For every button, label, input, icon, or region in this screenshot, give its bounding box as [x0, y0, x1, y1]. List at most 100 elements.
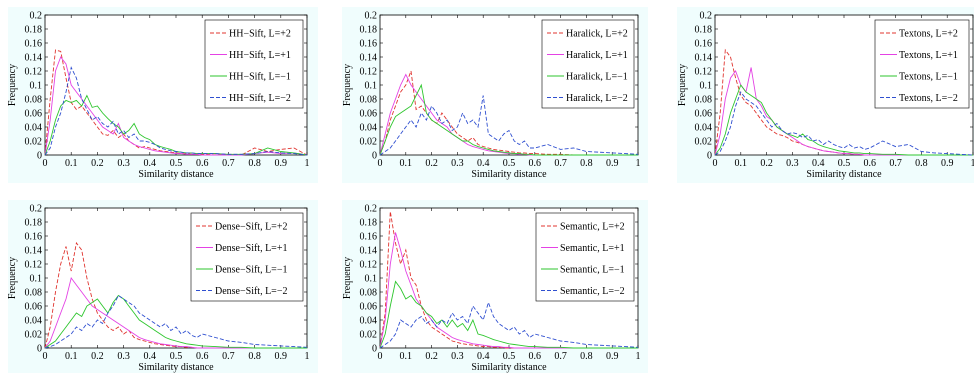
- x-axis-label: Similarity distance: [806, 169, 882, 180]
- x-tick-label: 0.5: [170, 158, 183, 169]
- legend-entry: Dense−Sift, L=+2: [215, 222, 287, 233]
- chart-panel-4: 0 0.1 0.2 0.3 0.4 0.5 0.6 0.7 0.8 0.9 100.020.040.…: [7, 200, 318, 373]
- x-tick-label: 0: [43, 158, 48, 169]
- y-tick-label: 0.14: [360, 53, 378, 64]
- y-axis-label: Frequency: [342, 64, 353, 106]
- y-tick-label: 0: [37, 344, 42, 355]
- x-tick-label: 0.3: [451, 158, 464, 169]
- y-tick-label: 0.1: [365, 274, 378, 285]
- series-line-4: [379, 301, 639, 349]
- y-tick-label: 0.12: [695, 67, 713, 78]
- legend-entry: Dense−Sift, L=−1: [215, 265, 287, 276]
- x-tick-label: 0.1: [735, 158, 748, 169]
- y-tick-label: 0.12: [25, 67, 43, 78]
- y-tick-label: 0: [372, 151, 377, 162]
- y-tick-label: 0.04: [360, 316, 378, 327]
- x-tick-label: 1: [636, 351, 641, 362]
- series-line-3: [379, 83, 638, 156]
- series-line-3: [379, 280, 638, 349]
- legend: Haralick, L=+2 Haralick, L=+1 Haralick, L=…: [541, 19, 635, 109]
- chart-panel-2: 0 0.1 0.2 0.3 0.4 0.5 0.6 0.7 0.8 0.9 100.020.040.…: [342, 7, 648, 183]
- x-tick-label: 0: [713, 158, 718, 169]
- series-line-4: [44, 294, 308, 349]
- x-tick-label: 0.1: [400, 351, 413, 362]
- y-axis-label: Frequency: [342, 257, 353, 299]
- x-tick-label: 0.8: [580, 351, 593, 362]
- legend-entry: HH−Sift, L=−2: [229, 93, 291, 104]
- x-tick-label: 0.6: [864, 158, 877, 169]
- x-tick-label: 0.7: [222, 158, 235, 169]
- y-tick-label: 0.02: [360, 330, 378, 341]
- legend-entry: HH−Sift, L=+2: [229, 29, 291, 40]
- y-tick-label: 0.18: [25, 218, 43, 229]
- legend-entry: Haralick, L=+2: [566, 29, 628, 40]
- y-tick-label: 0.08: [360, 288, 378, 299]
- legend-entry: Haralick, L=+1: [566, 50, 628, 61]
- y-tick-label: 0.06: [360, 109, 378, 120]
- chart-panel-1: 0 0.1 0.2 0.3 0.4 0.5 0.6 0.7 0.8 0.9 100.020.040.…: [7, 7, 318, 183]
- x-tick-label: 1: [971, 158, 974, 169]
- x-tick-label: 0.4: [477, 158, 490, 169]
- x-tick-label: 0.5: [503, 158, 516, 169]
- x-tick-label: 0.4: [812, 158, 825, 169]
- series-line-4: [714, 91, 974, 156]
- y-tick-label: 0.16: [695, 39, 713, 50]
- legend-entry: HH−Sift, L=+1: [229, 50, 291, 61]
- y-tick-label: 0.16: [360, 39, 378, 50]
- y-tick-label: 0.1: [30, 81, 43, 92]
- legend-entry: Semantic, L=−1: [560, 265, 625, 276]
- x-tick-label: 0.5: [170, 351, 183, 362]
- x-tick-label: 0.8: [248, 351, 261, 362]
- legend: Textons, L=+2 Textons, L=+1 Textons, L=−1 T…: [874, 19, 970, 109]
- y-tick-label: 0.16: [360, 232, 378, 243]
- x-tick-label: 0.1: [65, 351, 78, 362]
- series-line-2: [44, 56, 308, 156]
- y-tick-label: 0.1: [30, 274, 43, 285]
- legend-entry: Semantic, L=+1: [560, 243, 625, 254]
- y-tick-label: 0.12: [360, 67, 378, 78]
- x-axis-label: Similarity distance: [471, 169, 547, 180]
- x-tick-label: 0.4: [144, 158, 157, 169]
- legend-entry: Textons, L=+1: [899, 50, 958, 61]
- y-tick-label: 0: [372, 344, 377, 355]
- x-tick-label: 0.8: [580, 158, 593, 169]
- x-axis-label: Similarity distance: [138, 169, 214, 180]
- series-line-2: [379, 232, 638, 349]
- y-tick-label: 0.2: [30, 204, 43, 215]
- y-tick-label: 0.04: [695, 123, 713, 134]
- y-tick-label: 0.12: [25, 260, 43, 271]
- x-tick-label: 0.9: [275, 351, 288, 362]
- x-tick-label: 0.2: [91, 351, 104, 362]
- chart-panel-3: 0 0.1 0.2 0.3 0.4 0.5 0.6 0.7 0.8 0.9 100.020.040.…: [677, 7, 974, 183]
- series-line-4: [44, 66, 308, 156]
- x-tick-label: 0.4: [477, 351, 490, 362]
- legend-entry: Haralick, L=−1: [566, 72, 628, 83]
- y-tick-label: 0.18: [360, 25, 378, 36]
- legend-entry: Textons, L=−1: [899, 72, 958, 83]
- x-tick-label: 0: [43, 351, 48, 362]
- series-line-4: [379, 95, 639, 156]
- legend-entry: Dense−Sift, L=+1: [215, 243, 287, 254]
- y-tick-label: 0.06: [695, 109, 713, 120]
- x-tick-label: 0.7: [889, 158, 902, 169]
- y-axis-label: Frequency: [7, 257, 18, 299]
- legend: Semantic, L=+2 Semantic, L=+1 Semantic, L=…: [535, 212, 635, 302]
- legend-box: [541, 19, 635, 109]
- x-tick-label: 1: [636, 158, 641, 169]
- x-tick-label: 0: [378, 351, 383, 362]
- x-axis-label: Similarity distance: [471, 362, 547, 373]
- y-tick-label: 0.14: [25, 53, 43, 64]
- y-tick-label: 0.1: [700, 81, 713, 92]
- y-tick-label: 0.16: [25, 39, 43, 50]
- y-tick-label: 0.04: [360, 123, 378, 134]
- y-tick-label: 0.02: [25, 330, 43, 341]
- x-tick-label: 0.8: [915, 158, 928, 169]
- y-tick-label: 0.08: [360, 95, 378, 106]
- x-tick-label: 0.7: [554, 158, 567, 169]
- legend-entry: Semantic, L=+2: [560, 222, 625, 233]
- x-tick-label: 0.1: [65, 158, 78, 169]
- legend-entry: Semantic, L=−2: [560, 286, 625, 297]
- y-tick-label: 0.18: [695, 25, 713, 36]
- x-tick-label: 0.4: [144, 351, 157, 362]
